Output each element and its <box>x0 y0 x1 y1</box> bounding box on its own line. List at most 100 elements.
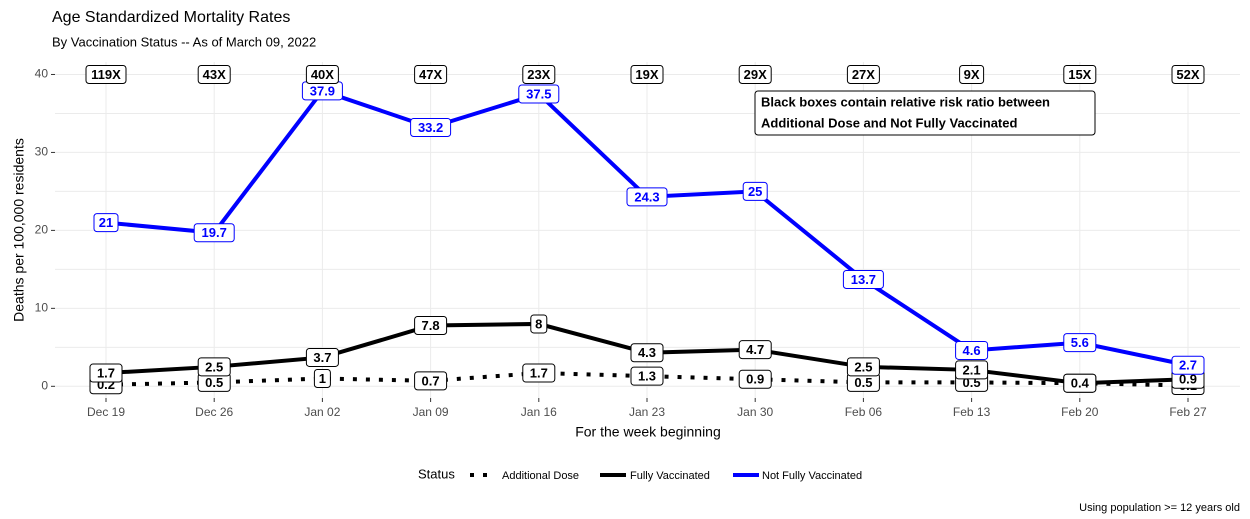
value-label-box <box>313 369 331 389</box>
value-label: 21 <box>99 215 113 230</box>
legend-label: Fully Vaccinated <box>630 470 710 482</box>
ratio-label-box <box>522 64 556 84</box>
x-tick-label: Feb 27 <box>1169 405 1207 419</box>
x-tick-label: Jan 02 <box>304 405 340 419</box>
ratio-label-box <box>959 64 985 84</box>
value-label: 2.5 <box>854 359 872 374</box>
value-label: 13.7 <box>851 272 876 287</box>
value-label: 3.7 <box>313 350 331 365</box>
annotation-box <box>754 90 1096 136</box>
x-tick-label: Jan 16 <box>521 405 557 419</box>
value-label: 4.6 <box>963 343 981 358</box>
ratio-label: 40X <box>311 67 334 82</box>
value-label-box <box>738 340 772 360</box>
value-label: 0.4 <box>1071 376 1090 391</box>
y-tick-label: 30 <box>35 145 49 159</box>
y-tick-label: 40 <box>35 67 49 81</box>
x-tick-label: Dec 26 <box>195 405 233 419</box>
x-tick-label: Dec 19 <box>87 405 125 419</box>
value-label-box <box>630 343 664 363</box>
value-label-box <box>626 187 668 207</box>
y-axis-label: Deaths per 100,000 residents <box>11 138 27 322</box>
ratio-label-box <box>85 64 127 84</box>
value-label: 37.9 <box>310 83 335 98</box>
value-label-box <box>193 223 235 243</box>
ratio-label: 15X <box>1068 67 1091 82</box>
ratio-label: 9X <box>964 67 980 82</box>
ratio-label: 52X <box>1176 67 1199 82</box>
value-label-box <box>93 213 119 233</box>
legend-label: Additional Dose <box>502 470 579 482</box>
value-label: 0.7 <box>422 373 440 388</box>
ratio-label-box <box>1063 64 1097 84</box>
value-label: 19.7 <box>202 225 227 240</box>
value-label-box <box>518 84 560 104</box>
value-label-box <box>197 357 231 377</box>
value-label: 7.8 <box>422 318 440 333</box>
legend-label: Not Fully Vaccinated <box>762 470 862 482</box>
chart-subtitle: By Vaccination Status -- As of March 09,… <box>52 34 316 49</box>
x-tick-label: Feb 06 <box>845 405 883 419</box>
y-tick-label: 0 <box>41 378 48 392</box>
value-label: 0.9 <box>1179 372 1197 387</box>
value-label: 0.5 <box>854 375 872 390</box>
value-label: 2.7 <box>1179 358 1197 373</box>
value-label-box <box>1171 355 1205 375</box>
ratio-label: 23X <box>527 67 550 82</box>
value-label-box <box>414 315 448 335</box>
annotation-text: Additional Dose and Not Fully Vaccinated <box>761 115 1017 130</box>
ratio-label-box <box>738 64 772 84</box>
value-label-box <box>955 360 989 380</box>
ratio-label: 47X <box>419 67 442 82</box>
value-label: 33.2 <box>418 120 443 135</box>
x-tick-label: Feb 20 <box>1061 405 1099 419</box>
value-label-box <box>742 181 768 201</box>
value-label-box <box>305 347 339 367</box>
ratio-label: 29X <box>744 67 767 82</box>
value-label: 37.5 <box>526 86 551 101</box>
value-label-box <box>410 117 452 137</box>
y-tick-label: 20 <box>35 223 49 237</box>
value-label: 2.1 <box>963 362 981 377</box>
value-label: 5.6 <box>1071 335 1089 350</box>
value-label: 8 <box>535 316 542 331</box>
chart-title: Age Standardized Mortality Rates <box>52 9 290 26</box>
value-label: 4.7 <box>746 342 764 357</box>
value-label-box <box>414 371 448 391</box>
ratio-label: 43X <box>203 67 226 82</box>
value-label-box <box>630 366 664 386</box>
value-label: 24.3 <box>634 189 659 204</box>
value-label: 1 <box>319 371 326 386</box>
annotation-text: Black boxes contain relative risk ratio … <box>761 94 1050 109</box>
ratio-label: 119X <box>91 67 121 82</box>
x-tick-label: Jan 23 <box>629 405 665 419</box>
value-label-box <box>1063 373 1097 393</box>
caption: Using population >= 12 years old <box>1079 502 1240 514</box>
value-label-box <box>1063 333 1097 353</box>
value-label-box <box>89 363 123 383</box>
ratio-label-box <box>630 64 664 84</box>
value-label: 0.5 <box>205 375 223 390</box>
ratio-label-box <box>414 64 448 84</box>
value-label-box <box>955 340 989 360</box>
value-label-box <box>846 357 880 377</box>
x-tick-label: Jan 30 <box>737 405 773 419</box>
value-label: 25 <box>748 184 762 199</box>
value-label-box <box>738 369 772 389</box>
x-axis-label: For the week beginning <box>575 424 721 440</box>
ratio-label-box <box>197 64 231 84</box>
value-label-box <box>530 314 548 334</box>
ratio-label: 19X <box>635 67 658 82</box>
value-label-box <box>842 270 884 290</box>
x-tick-label: Jan 09 <box>413 405 449 419</box>
value-label: 1.7 <box>97 365 115 380</box>
value-label: 4.3 <box>638 345 656 360</box>
ratio-label-box <box>1171 64 1205 84</box>
ratio-label-box <box>305 64 339 84</box>
ratio-label-box <box>846 64 880 84</box>
value-label: 1.3 <box>638 369 656 384</box>
value-label-box <box>522 363 556 383</box>
value-label: 0.9 <box>746 372 764 387</box>
ratio-label: 27X <box>852 67 875 82</box>
